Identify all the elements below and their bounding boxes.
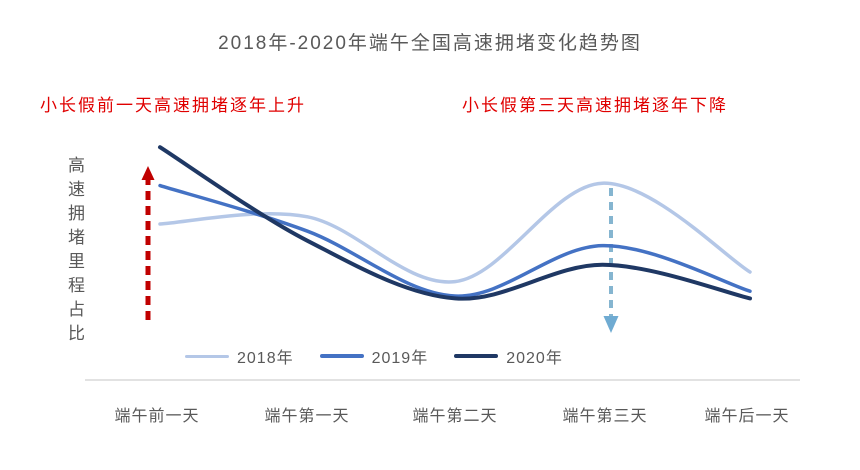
y-axis-label: 高速拥堵里程占比 — [65, 156, 84, 348]
legend-item-2019: 2019年 — [319, 344, 429, 368]
down-trend-arrowhead-icon — [603, 316, 619, 333]
legend-label-2019: 2019年 — [371, 350, 429, 367]
legend-item-2018: 2018年 — [185, 344, 294, 368]
annotation-right: 小长假第三天高速拥堵逐年下降 — [462, 96, 728, 115]
x-axis-label-day3: 端午第三天 — [562, 408, 648, 425]
legend-item-2020: 2020年 — [454, 344, 563, 368]
up-trend-arrowhead-icon — [141, 166, 155, 180]
series-line-2020年 — [158, 145, 752, 301]
x-axis-label-day-after: 端午后一天 — [704, 408, 790, 425]
series-line-2019年 — [158, 183, 752, 298]
legend-label-2018: 2018年 — [237, 350, 294, 367]
legend-swatch-2020-icon — [454, 354, 499, 358]
legend-swatch-2018-icon — [185, 354, 229, 358]
x-axis-label-day2: 端午第二天 — [412, 408, 498, 425]
x-axis-label-day-before: 端午前一天 — [114, 408, 200, 425]
annotation-left: 小长假前一天高速拥堵逐年上升 — [40, 96, 306, 115]
chart-title: 2018年-2020年端午全国高速拥堵变化趋势图 — [218, 33, 642, 54]
legend-swatch-2019-icon — [319, 354, 364, 358]
x-axis-labels: 端午前一天 端午第一天 端午第二天 端午第三天 端午后一天 — [0, 402, 860, 425]
series-line-2018年 — [158, 181, 752, 284]
legend-label-2020: 2020年 — [506, 350, 563, 367]
x-axis-label-day1: 端午第一天 — [264, 408, 350, 425]
legend: 2018年 2019年 2020年 — [185, 344, 563, 368]
